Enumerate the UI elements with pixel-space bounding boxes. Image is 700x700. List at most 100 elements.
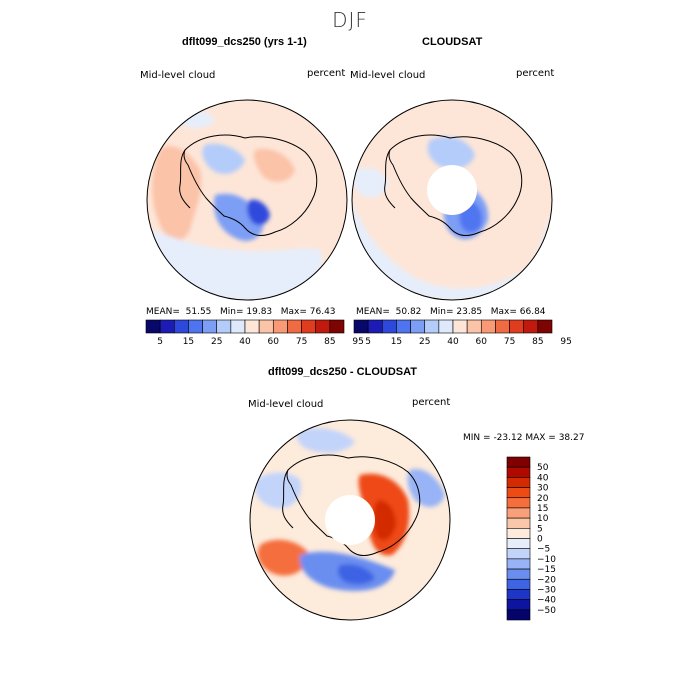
panel3-region-cool-south <box>297 428 355 453</box>
panel2-colorbar-tick-label: 60 <box>476 337 488 347</box>
panel2-region-cool-west <box>353 168 388 198</box>
panel3-left-label: Mid-level cloud <box>248 399 324 410</box>
panel3-stats: MIN = -23.12 MAX = 38.27 <box>463 433 584 443</box>
panel2-colorbar-swatch <box>537 319 553 334</box>
panel1-min-label: Min= <box>219 307 244 317</box>
panel3-colorbar-swatch <box>506 528 531 539</box>
panel1-colorbar-swatch <box>173 319 189 334</box>
panel3-region-warm-southwest <box>257 539 310 576</box>
panel2-colorbar-swatch <box>480 319 496 334</box>
panel1-max-value: 76.43 <box>309 307 336 317</box>
panel3-colorbar-swatch <box>506 609 531 621</box>
panel3-colorbar-swatch <box>506 599 531 611</box>
panel3-title: dflt099_dcs250 - CLOUDSAT <box>268 366 417 378</box>
panel3-colorbar-swatch <box>506 538 531 549</box>
panel2-colorbar: 5 15 25 40 60 75 85 95 <box>353 319 572 347</box>
panel3-colorbar-tick-label: −10 <box>537 555 556 565</box>
panel2-title: CLOUDSAT <box>422 36 483 48</box>
panel1-colorbar-swatch <box>244 319 260 334</box>
panel3-colorbar-swatch <box>506 578 531 590</box>
panel3-colorbar-tick-label: −50 <box>537 606 556 616</box>
panel1-colorbar-tick-label: 60 <box>268 337 280 347</box>
panel1-colorbar-swatch <box>216 319 232 334</box>
panel1-mean-label: MEAN= <box>146 307 180 317</box>
panel1-colorbar-tick-label: 85 <box>324 337 335 347</box>
panel3-colorbar-tick-label: −5 <box>537 545 550 555</box>
panel2-colorbar-swatch <box>367 319 383 334</box>
panel3-colorbar-tick-label: −15 <box>537 565 556 575</box>
panel1-left-label: Mid-level cloud <box>140 70 216 81</box>
panel1-colorbar: 5 15 25 40 60 75 85 95 <box>145 319 364 347</box>
panel2-colorbar-tick-label: 25 <box>419 337 430 347</box>
panel3-colorbar-swatch <box>506 477 531 488</box>
panel1-colorbar-tick-label: 95 <box>352 337 363 347</box>
panel2-colorbar-swatch <box>381 319 397 334</box>
panel1-colorbar-swatch <box>202 319 218 334</box>
panel1-stats: MEAN= 51.55 Min= 19.83 Max= 76.43 <box>146 307 336 317</box>
panel3-colorbar-swatch <box>506 497 531 509</box>
panel1-mean-value: 51.55 <box>185 307 212 317</box>
panel3-max-value: 38.27 <box>558 433 585 443</box>
panel1-colorbar-swatch <box>329 319 345 334</box>
panel3-region-cool-east <box>407 469 445 507</box>
panel1-map-border <box>146 99 348 301</box>
panel1-region-deep-blue <box>247 199 270 226</box>
panel3-region-deep-red <box>373 500 396 541</box>
panel3-colorbar-tick-label: 15 <box>537 504 548 514</box>
panel2-max-label: Max= <box>490 307 517 317</box>
panel3-colorbar-swatch <box>506 466 531 478</box>
panel3-colorbar-tick-label: 0 <box>537 535 543 545</box>
panel2-colorbar-tick-label: 75 <box>504 337 515 347</box>
panel1-colorbar-swatch <box>301 319 317 334</box>
panel1-colorbar-swatch <box>230 319 246 334</box>
panel3-colorbar-tick-label: −30 <box>537 585 556 595</box>
season-title: DJF <box>332 8 368 32</box>
panel3-colorbar-swatch <box>506 456 531 468</box>
panel2-missing-data-hole <box>427 165 477 215</box>
panel1-colorbar-swatch <box>272 319 288 334</box>
panel2-min-value: 23.85 <box>456 307 483 317</box>
panel2-colorbar-swatch <box>452 319 468 334</box>
panel3-colorbar-swatch <box>506 487 531 499</box>
panel2-colorbar-swatch <box>495 319 510 334</box>
panel2-colorbar-tick-label: 15 <box>391 337 402 347</box>
panel2-colorbar-tick-label: 5 <box>365 337 371 347</box>
panel3-colorbar-swatch <box>506 589 531 600</box>
panel1-colorbar-tick-label: 5 <box>157 337 163 347</box>
panel3-colorbar-swatch <box>506 548 531 560</box>
panel1-units: percent <box>307 68 346 79</box>
panel3-colorbar-tick-label: −40 <box>537 596 556 606</box>
panel2-colorbar-tick-label: 40 <box>447 337 459 347</box>
panel3-colorbar-tick-label: −20 <box>537 575 556 585</box>
panel1-colorbar-tick-label: 40 <box>239 337 251 347</box>
panel3-region-cool-west <box>254 472 301 509</box>
panel2-region-cool-north <box>352 200 551 300</box>
panel1-colorbar-tick-label: 25 <box>211 337 222 347</box>
panel2-max-value: 66.84 <box>519 307 546 317</box>
panel1-colorbar-swatch <box>188 319 203 334</box>
panel3-region-deep-blue <box>337 564 375 585</box>
panel3-min-label: MIN = <box>463 433 491 443</box>
panel1-region-cool-north <box>148 230 322 300</box>
panel2-mean-value: 50.82 <box>395 307 422 317</box>
panel1-peninsula <box>179 149 191 209</box>
panel1-colorbar-swatch <box>287 319 302 334</box>
panel1-colorbar-swatch <box>159 319 175 334</box>
panel3-min-value: -23.12 <box>493 433 523 443</box>
panel2-left-label: Mid-level cloud <box>350 70 426 81</box>
panel1-coastline <box>183 134 318 236</box>
panel2-colorbar-swatch <box>466 319 482 334</box>
panel3-colorbar-tick-label: 30 <box>537 484 549 494</box>
panel3-map <box>249 419 451 621</box>
panel3-colorbar-swatch <box>506 568 531 580</box>
panel2-colorbar-swatch <box>438 319 454 334</box>
panel3-missing-data-hole <box>325 495 375 545</box>
panel2-mean-label: MEAN= <box>356 307 390 317</box>
panel3-map-border <box>249 419 451 621</box>
panel1-region-warm-interior <box>253 148 295 182</box>
panel2-peninsula <box>384 149 396 209</box>
panel2-map <box>351 99 553 301</box>
panel2-colorbar-swatch <box>523 319 539 334</box>
